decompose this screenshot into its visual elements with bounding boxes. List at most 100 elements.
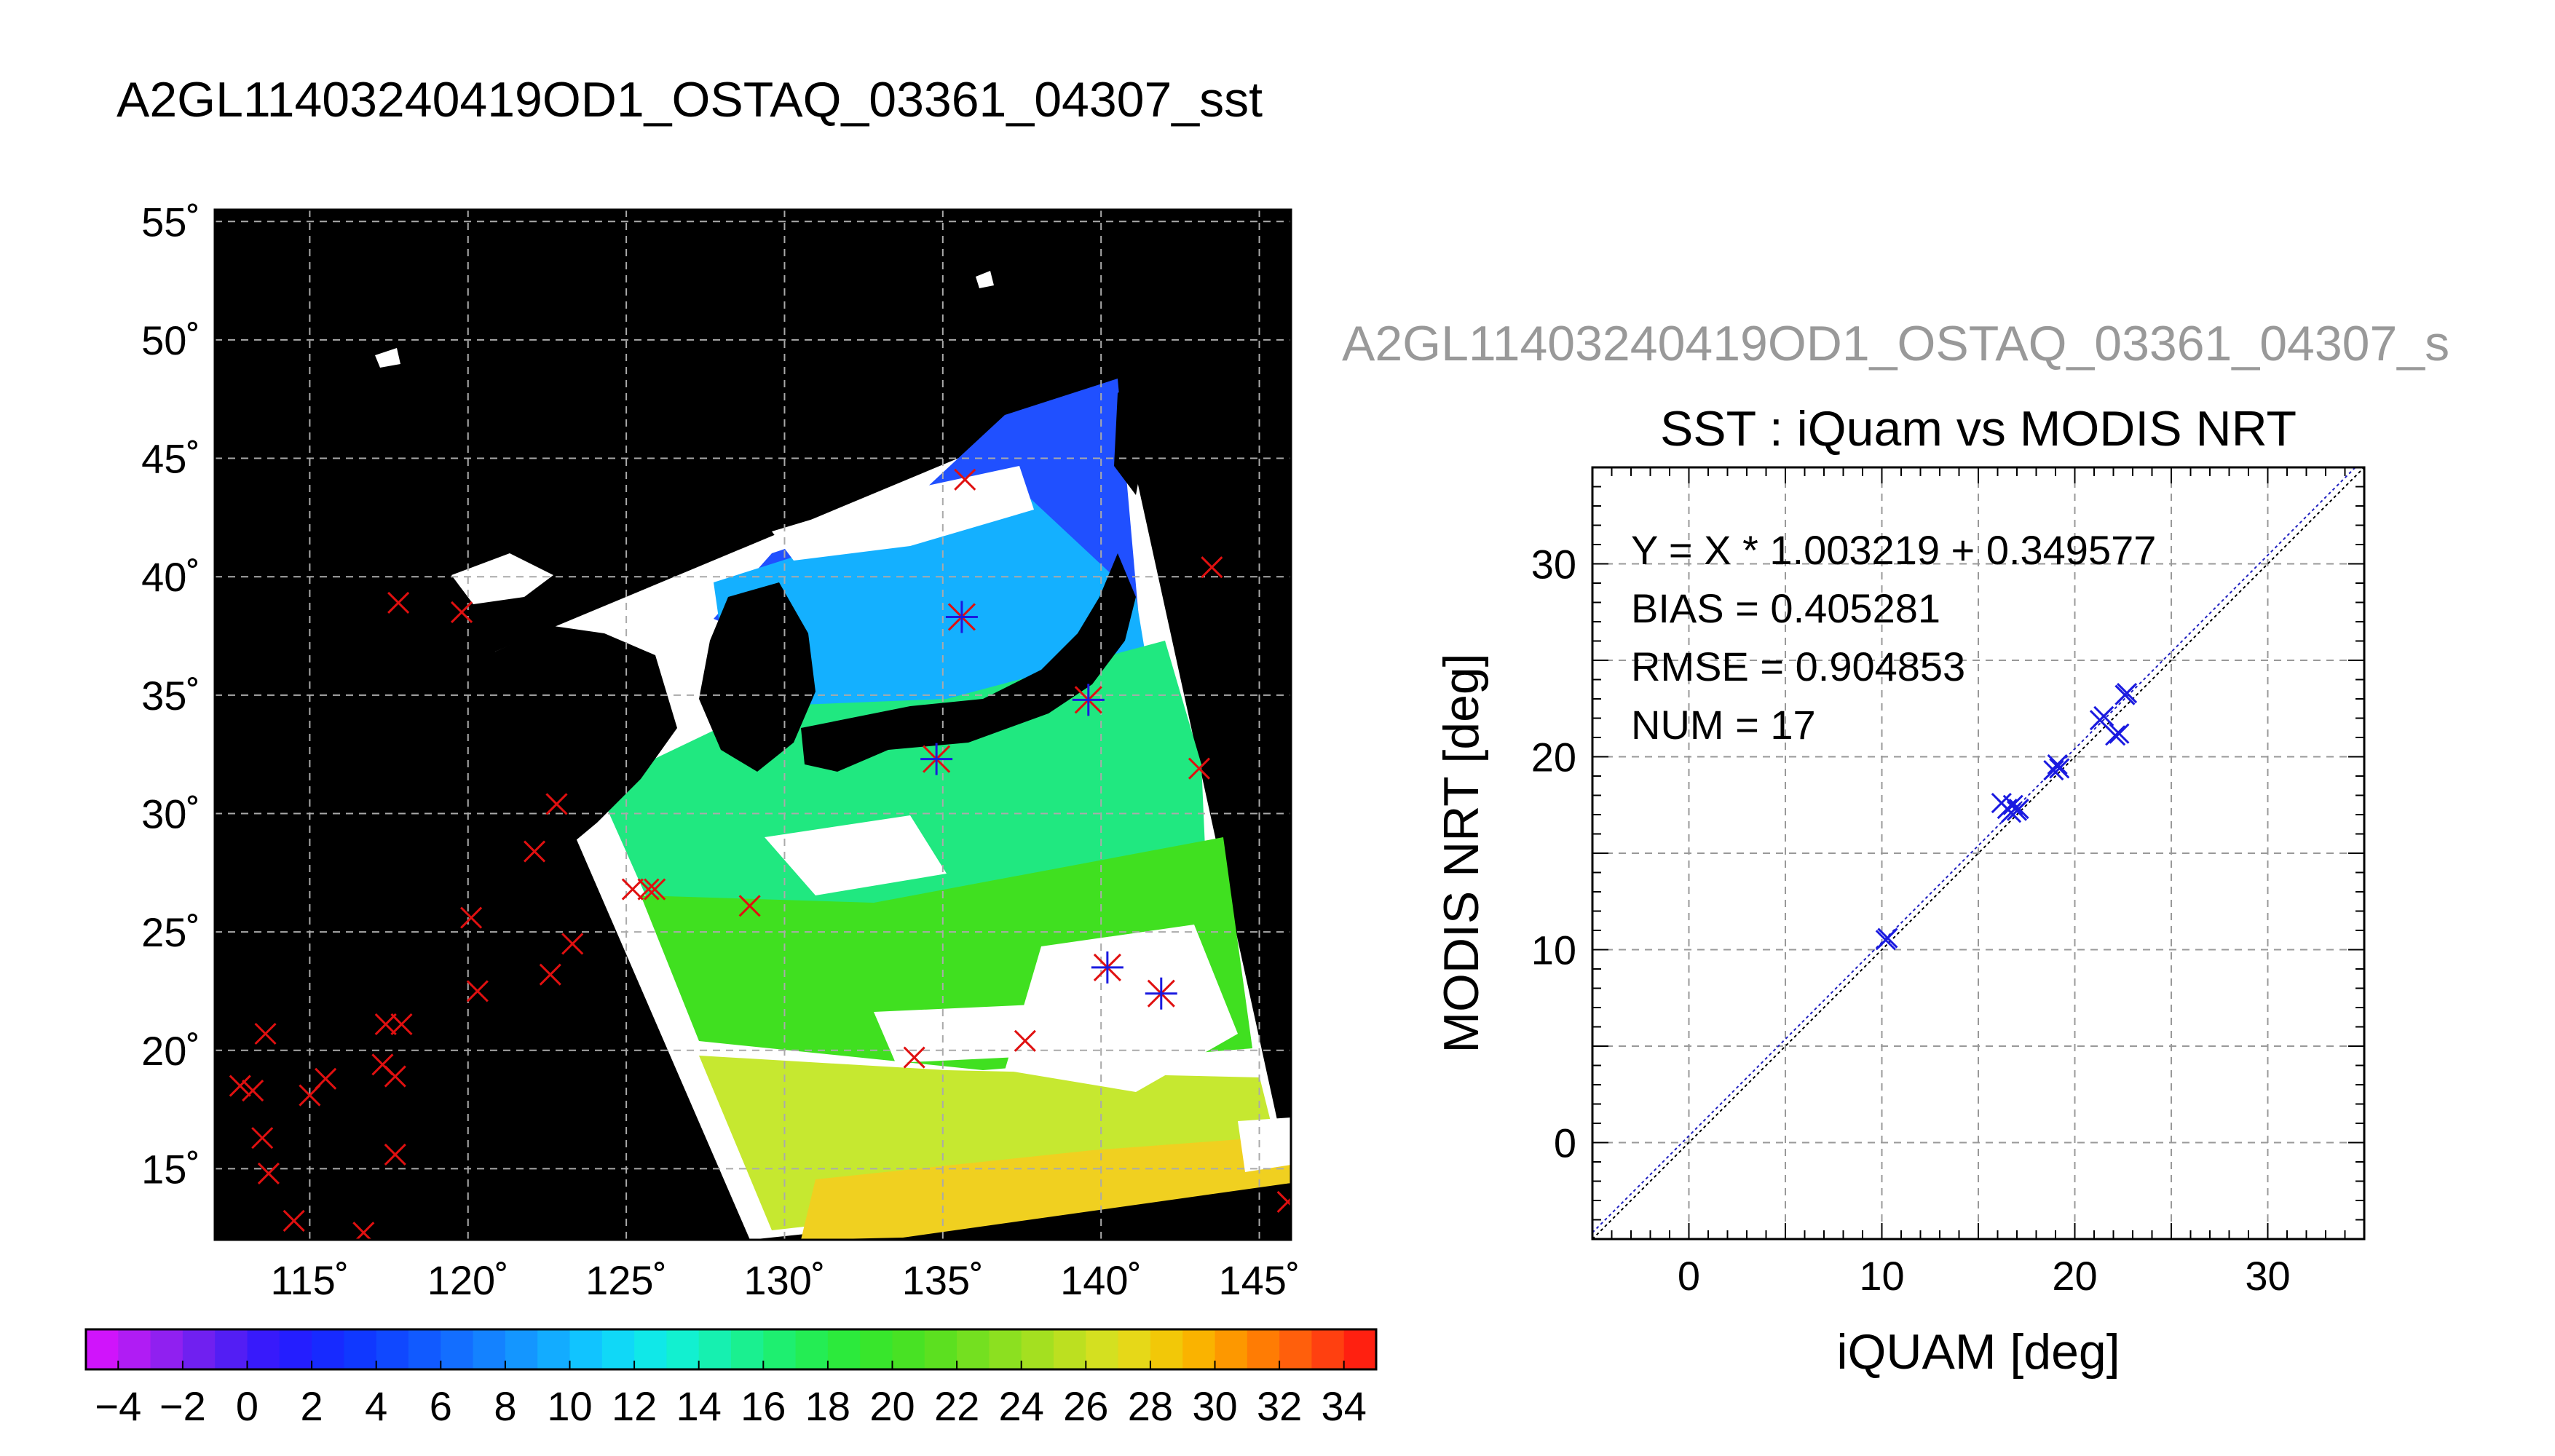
map-lon-tick-label: 135˚: [902, 1257, 984, 1303]
map-lon-tick-label: 130˚: [743, 1257, 825, 1303]
colorbar-tick-label: 22: [934, 1383, 979, 1429]
map-lon-tick-label: 140˚: [1060, 1257, 1142, 1303]
colorbar-tick-label: 2: [301, 1383, 323, 1429]
scatter-x-tick-label: 20: [2052, 1253, 2097, 1299]
cloud-patch-3: [765, 815, 947, 895]
colorbar-segment: [892, 1329, 925, 1369]
colorbar-segment: [1054, 1329, 1087, 1369]
colorbar-segment: [634, 1329, 668, 1369]
colorbar-tick-label: 16: [741, 1383, 786, 1429]
colorbar-tick-label: −4: [95, 1383, 141, 1429]
colorbar-tick-label: 10: [547, 1383, 592, 1429]
scatter-y-tick-label: 0: [1554, 1120, 1576, 1166]
scatter-x-tick-label: 30: [2245, 1253, 2290, 1299]
colorbar-segment: [827, 1329, 861, 1369]
scatter-point: [2116, 682, 2138, 704]
colorbar-segment: [376, 1329, 409, 1369]
map-frame: [213, 208, 1292, 1241]
map-red-x-marker: [523, 840, 546, 863]
scatter-point: [2109, 723, 2130, 744]
map-red-x-marker: [1014, 1029, 1036, 1052]
colorbar-tick-label: 30: [1192, 1383, 1237, 1429]
scatter-panel: A2GL11403240419OD1_OSTAQ_03361_04307_s S…: [1342, 316, 2449, 1380]
map-matched-asterisk-marker: [1072, 684, 1105, 716]
map-red-x-marker: [954, 468, 976, 491]
scatter-point: [2008, 798, 2029, 820]
map-red-x-marker: [451, 601, 473, 624]
colorbar-segment: [763, 1329, 797, 1369]
map-red-x-marker: [621, 878, 644, 901]
cloud-patch-5: [1238, 1117, 1291, 1172]
colorbar-segment: [1021, 1329, 1054, 1369]
colorbar-tick-label: −2: [159, 1383, 206, 1429]
map-red-x-marker: [539, 963, 561, 986]
colorbar-segment: [118, 1329, 151, 1369]
map-red-x-marker: [460, 906, 483, 929]
map-red-x-marker: [466, 980, 489, 1002]
map-red-x-marker: [545, 793, 568, 815]
scatter-y-tick-label: 30: [1531, 542, 1576, 587]
map-red-x-marker: [1188, 757, 1210, 780]
scatter-title: SST : iQuam vs MODIS NRT: [1660, 401, 2297, 456]
map-lat-tick-label: 25˚: [141, 909, 200, 955]
map-markers: [229, 468, 1291, 1240]
scatter-heading: A2GL11403240419OD1_OSTAQ_03361_04307_s: [1342, 316, 2449, 371]
scatter-point: [2105, 725, 2126, 746]
scatter-point: [2093, 705, 2114, 727]
scatter-y-tick-label: 20: [1531, 735, 1576, 780]
colorbar-tick-label: 14: [676, 1383, 722, 1429]
land-china-coast: [495, 626, 677, 859]
map-red-x-marker: [390, 1013, 413, 1036]
colorbar-tick-label: 0: [236, 1383, 258, 1429]
map-red-x-marker: [1201, 556, 1223, 579]
scatter-stat-line: Y = X * 1.003219 + 0.349577: [1631, 527, 2156, 573]
colorbar-tick-label: 28: [1128, 1383, 1173, 1429]
colorbar-segment: [505, 1329, 539, 1369]
map-red-x-marker: [254, 1022, 277, 1045]
scatter-stats: Y = X * 1.003219 + 0.349577 BIAS = 0.4052…: [1631, 527, 2156, 748]
colorbar-segment: [569, 1329, 603, 1369]
sst-colorbar: −4 −2 0 2 4 6 8 10 12 14 16 18 20 22 24 26 28 30 32 34: [84, 1328, 1378, 1429]
colorbar-segment: [1247, 1329, 1281, 1369]
colorbar-segment: [408, 1329, 442, 1369]
map-red-x-marker: [384, 1143, 406, 1166]
colorbar-segment: [537, 1329, 571, 1369]
colorbar-segment: [344, 1329, 377, 1369]
colorbar-segment: [150, 1329, 183, 1369]
colorbar-segment: [182, 1329, 216, 1369]
colorbar-segment: [247, 1329, 280, 1369]
map-lat-tick-label: 35˚: [141, 673, 200, 719]
land-korea: [699, 582, 816, 772]
colorbar-segment: [860, 1329, 893, 1369]
sst-region-warm: [801, 1136, 1291, 1240]
scatter-y-tick-label: 10: [1531, 927, 1576, 973]
map-lat-tick-label: 55˚: [141, 199, 200, 245]
identity-line: [1592, 467, 2364, 1239]
colorbar-segment: [666, 1329, 700, 1369]
map-axes: 115˚ 120˚ 125˚ 130˚ 135˚ 140˚ 145˚ 15˚ 20˚ 25˚ 30˚…: [141, 199, 1300, 1303]
map-lat-tick-label: 30˚: [141, 791, 200, 836]
map-lon-tick-label: 120˚: [427, 1257, 509, 1303]
map-red-x-marker: [644, 878, 666, 901]
colorbar-tick-label: 26: [1063, 1383, 1108, 1429]
colorbar-segment: [312, 1329, 345, 1369]
map-title: A2GL11403240419OD1_OSTAQ_03361_04307_sst: [117, 72, 1263, 127]
colorbar-segment: [1118, 1329, 1151, 1369]
cloud-patch-4: [874, 1005, 1049, 1063]
map-red-x-marker: [315, 1067, 337, 1090]
scatter-x-tick-label: 10: [1859, 1253, 1904, 1299]
map-red-x-marker: [637, 878, 660, 901]
fit-lines: [1592, 467, 2364, 1239]
colorbar-segment: [1311, 1329, 1345, 1369]
map-matched-asterisk-marker: [1145, 977, 1177, 1010]
colorbar-segment: [957, 1329, 990, 1369]
map-lon-tick-label: 125˚: [585, 1257, 667, 1303]
map-lon-tick-label: 115˚: [270, 1257, 349, 1303]
colorbar-segment: [1215, 1329, 1248, 1369]
colorbar-segment: [924, 1329, 958, 1369]
colorbar-segment: [1343, 1329, 1377, 1369]
colorbar-tick-label: 24: [999, 1383, 1044, 1429]
map-matched-asterisk-marker: [945, 601, 978, 633]
map-red-x-marker: [283, 1209, 305, 1233]
land-hokkaido: [1114, 379, 1147, 495]
